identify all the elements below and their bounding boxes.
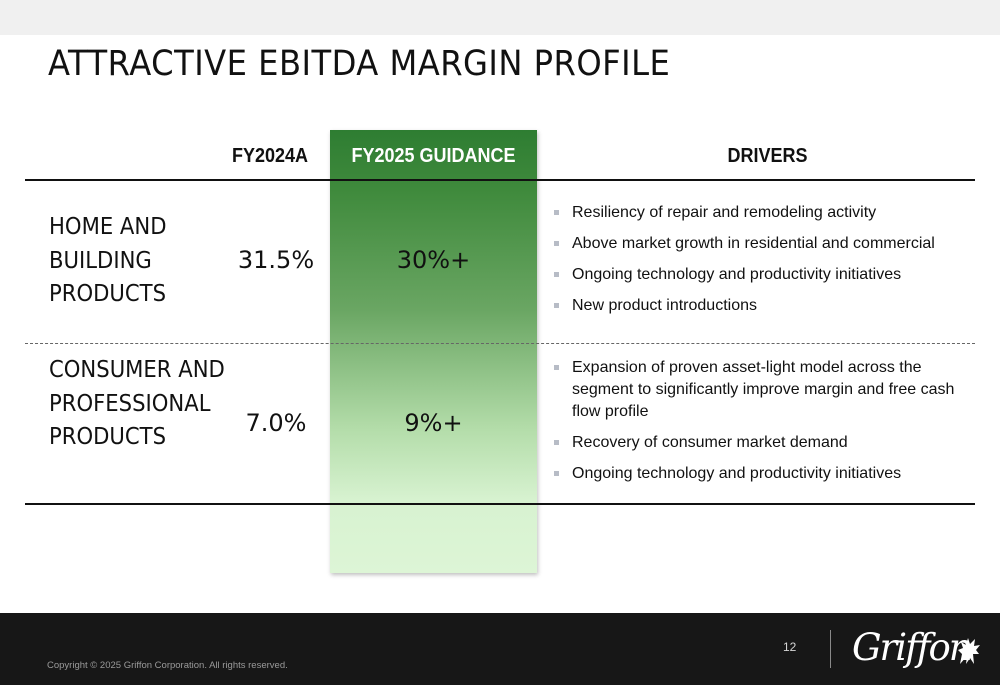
table-top-rule [25, 179, 975, 181]
driver-text: Resiliency of repair and remodeling acti… [572, 204, 877, 221]
bullet-icon [554, 210, 559, 215]
bullet-icon [554, 471, 559, 476]
segment-label-consumer-professional: CONSUMER AND PROFESSIONAL PRODUCTS [49, 357, 225, 450]
driver-text: Above market growth in residential and c… [572, 235, 935, 252]
drivers-list-home-building: Resiliency of repair and remodeling acti… [553, 202, 982, 326]
bullet-icon [554, 365, 559, 370]
driver-text: Ongoing technology and productivity init… [572, 465, 902, 482]
table-bottom-rule [25, 503, 975, 505]
footer-bar [0, 613, 1000, 685]
fy2024-value-consumer-professional: 7.0% [245, 409, 307, 437]
bullet-icon [554, 272, 559, 277]
bullet-icon [554, 440, 559, 445]
driver-text: Expansion of proven asset-light model ac… [572, 359, 955, 420]
fy2025-value-consumer-professional: 9%+ [404, 409, 463, 437]
driver-item: New product introductions [553, 295, 982, 317]
driver-item: Expansion of proven asset-light model ac… [553, 357, 982, 423]
footer-divider [830, 630, 831, 668]
drivers-list-consumer-professional: Expansion of proven asset-light model ac… [553, 357, 982, 494]
driver-item: Ongoing technology and productivity init… [553, 264, 982, 286]
driver-item: Ongoing technology and productivity init… [553, 463, 982, 485]
griffon-logo: Griffon [852, 626, 973, 669]
bullet-icon [554, 303, 559, 308]
copyright-text: Copyright © 2025 Griffon Corporation. Al… [47, 660, 288, 671]
header-drivers: DRIVERS [727, 145, 808, 167]
page-number: 12 [783, 640, 797, 654]
fy2025-value-home-building: 30%+ [396, 246, 471, 274]
segment-label-home-building: HOME AND BUILDING PRODUCTS [49, 214, 167, 307]
driver-item: Recovery of consumer market demand [553, 432, 982, 454]
bullet-icon [554, 241, 559, 246]
header-fy2024: FY2024A [232, 145, 309, 167]
driver-text: New product introductions [572, 297, 757, 314]
slide-title: ATTRACTIVE EBITDA MARGIN PROFILE [48, 44, 671, 84]
griffon-emblem-icon [958, 638, 980, 664]
fy2024-value-home-building: 31.5% [237, 246, 315, 274]
driver-item: Resiliency of repair and remodeling acti… [553, 202, 982, 224]
guidance-column-highlight [330, 130, 537, 573]
driver-text: Recovery of consumer market demand [572, 434, 848, 451]
driver-text: Ongoing technology and productivity init… [572, 266, 902, 283]
row-divider [25, 343, 975, 344]
top-band [0, 0, 1000, 35]
driver-item: Above market growth in residential and c… [553, 233, 982, 255]
header-fy2025-guidance: FY2025 GUIDANCE [351, 145, 516, 167]
